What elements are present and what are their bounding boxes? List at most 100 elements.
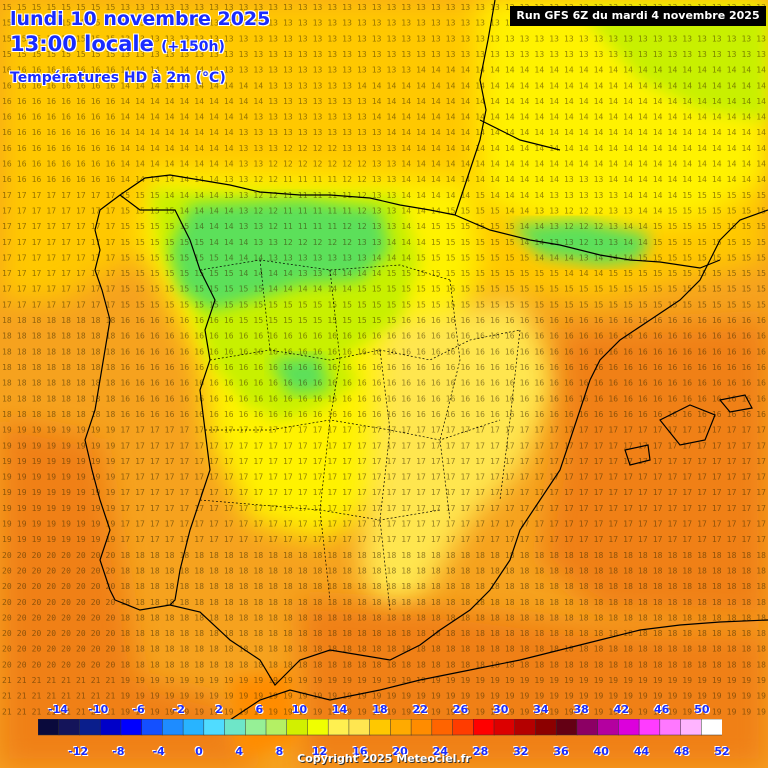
- legend-label-bottom: 20: [392, 745, 408, 758]
- legend-swatch: [514, 719, 537, 736]
- legend-swatch: [535, 719, 557, 736]
- legend-swatch: [141, 719, 164, 736]
- grid-value-row: 18 18 18 18 18 18 18 18 16 16 16 16 16 1…: [2, 316, 766, 325]
- grid-value-row: 18 18 18 18 18 18 18 18 16 16 16 16 16 1…: [2, 410, 766, 419]
- grid-value-row: 16 16 16 16 16 16 16 16 14 14 14 14 14 1…: [2, 66, 766, 75]
- legend-swatch: [307, 719, 329, 736]
- legend-swatch: [286, 719, 309, 736]
- grid-value-row: 18 18 18 18 18 18 18 18 16 16 16 16 16 1…: [2, 332, 766, 341]
- variable-title: Températures HD à 2m (°C): [10, 70, 226, 86]
- grid-value-row: 21 21 21 21 21 21 21 21 19 19 19 19 19 1…: [2, 692, 766, 701]
- legend-bar: [38, 719, 722, 736]
- legend-label-top: -2: [172, 703, 185, 716]
- legend-swatch: [120, 719, 143, 736]
- legend-swatch: [555, 719, 578, 736]
- forecast-time-label: 13:00 locale: [10, 32, 154, 56]
- grid-value-row: 20 20 20 20 20 20 20 20 18 18 18 18 18 1…: [2, 567, 766, 576]
- legend-swatch: [473, 719, 495, 736]
- legend-swatch: [162, 719, 184, 736]
- legend-label-top: 30: [493, 703, 509, 716]
- legend-label-top: 46: [653, 703, 670, 716]
- grid-value-row: 18 18 18 18 18 18 18 18 16 16 16 16 16 1…: [2, 347, 766, 356]
- run-info-badge: Run GFS 6Z du mardi 4 novembre 2025: [510, 6, 766, 26]
- grid-value-row: 16 16 16 16 16 16 16 16 14 14 14 14 14 1…: [2, 81, 766, 90]
- legend-label-bottom: 28: [472, 745, 489, 758]
- grid-value-row: 19 19 19 19 19 19 19 19 17 17 17 17 17 1…: [2, 457, 766, 466]
- grid-value-row: 16 16 16 16 16 16 16 16 14 14 14 14 14 1…: [2, 175, 766, 184]
- grid-value-row: 16 16 16 16 16 16 16 16 14 14 14 14 14 1…: [2, 113, 766, 122]
- grid-value-row: 20 20 20 20 20 20 20 20 18 18 18 18 18 1…: [2, 660, 766, 669]
- grid-value-row: 18 18 18 18 18 18 18 18 16 16 16 16 16 1…: [2, 363, 766, 372]
- legend-swatch: [618, 719, 640, 736]
- legend-swatch: [58, 719, 81, 736]
- grid-value-row: 20 20 20 20 20 20 20 20 18 18 18 18 18 1…: [2, 645, 766, 654]
- legend-swatch: [265, 719, 288, 736]
- legend-label-bottom: 44: [633, 745, 650, 758]
- grid-value-row: 16 16 16 16 16 16 16 16 14 14 14 14 14 1…: [2, 97, 766, 106]
- grid-value-row: 17 17 17 17 17 17 17 17 15 15 15 14 14 1…: [2, 191, 766, 200]
- legend-label-top: 2: [215, 703, 223, 716]
- legend-label-bottom: -4: [152, 745, 165, 758]
- legend-label-bottom: 32: [513, 745, 529, 758]
- forecast-date: lundi 10 novembre 2025: [10, 8, 271, 30]
- grid-value-row: 19 19 19 19 19 19 19 19 17 17 17 17 17 1…: [2, 473, 766, 482]
- legend-swatch: [348, 719, 371, 736]
- legend-swatch: [576, 719, 599, 736]
- legend-swatch: [452, 719, 475, 736]
- grid-value-row: 17 17 17 17 17 17 17 17 15 15 15 15 15 1…: [2, 269, 766, 278]
- grid-value-row: 15 15 15 15 15 15 15 15 13 13 13 13 13 1…: [2, 34, 766, 43]
- color-legend: [38, 719, 722, 741]
- grid-value-row: 20 20 20 20 20 20 20 20 18 18 18 18 18 1…: [2, 582, 766, 591]
- grid-value-row: 19 19 19 19 19 19 19 19 17 17 17 17 17 1…: [2, 441, 766, 450]
- legend-swatch: [638, 719, 661, 736]
- grid-value-row: 16 16 16 16 16 16 16 16 14 14 14 14 14 1…: [2, 128, 766, 137]
- legend-swatch: [79, 719, 101, 736]
- legend-swatch: [680, 719, 703, 736]
- legend-swatch: [597, 719, 620, 736]
- legend-swatch: [224, 719, 247, 736]
- coastlines: [84, 0, 768, 721]
- legend-swatch: [493, 719, 516, 736]
- grid-value-row: 17 17 17 17 17 17 17 17 15 15 15 15 15 1…: [2, 253, 766, 262]
- forecast-time: 13:00 locale (+150h): [10, 32, 225, 56]
- legend-swatch: [327, 719, 350, 736]
- legend-swatch: [38, 719, 60, 736]
- admin-boundaries: [199, 259, 521, 611]
- legend-label-bottom: 12: [311, 745, 328, 758]
- legend-label-top: 26: [452, 703, 469, 716]
- grid-value-row: 19 19 19 19 19 19 19 19 17 17 17 17 17 1…: [2, 488, 766, 497]
- legend-swatch: [410, 719, 433, 736]
- grid-value-row: 16 16 16 16 16 16 16 16 14 14 14 14 14 1…: [2, 144, 766, 153]
- legend-label-bottom: 0: [195, 745, 203, 758]
- legend-label-top: 18: [372, 703, 388, 716]
- grid-value-row: 19 19 19 19 19 19 19 19 17 17 17 17 17 1…: [2, 426, 766, 435]
- legend-swatch: [182, 719, 205, 736]
- legend-swatch: [701, 719, 722, 736]
- grid-value-row: 16 16 16 16 16 16 16 16 14 14 14 14 14 1…: [2, 160, 766, 169]
- legend-label-bottom: -12: [68, 745, 89, 758]
- grid-value-row: 20 20 20 20 20 20 20 20 18 18 18 18 18 1…: [2, 613, 766, 622]
- grid-value-row: 21 21 21 21 21 21 21 21 19 19 19 19 19 1…: [2, 676, 766, 685]
- temperature-values-grid: 15 15 15 15 15 15 15 15 13 13 13 13 13 1…: [2, 3, 766, 716]
- grid-value-row: 17 17 17 17 17 17 17 17 15 15 15 15 14 1…: [2, 207, 766, 216]
- grid-value-row: 17 17 17 17 17 17 17 17 15 15 15 15 15 1…: [2, 238, 766, 247]
- legend-swatch: [369, 719, 392, 736]
- legend-label-bottom: 36: [553, 745, 569, 758]
- grid-value-row: 19 19 19 19 19 19 19 19 17 17 17 17 17 1…: [2, 535, 766, 544]
- copyright-footer: Copyright 2025 Meteociel.fr: [297, 752, 471, 765]
- grid-value-row: 17 17 17 17 17 17 17 17 15 15 15 15 15 1…: [2, 222, 766, 231]
- grid-value-row: 20 20 20 20 20 20 20 20 18 18 18 18 18 1…: [2, 629, 766, 638]
- legend-label-bottom: 24: [432, 745, 448, 758]
- legend-label-bottom: 40: [593, 745, 609, 758]
- legend-swatch: [245, 719, 267, 736]
- legend-label-bottom: 4: [235, 745, 243, 758]
- legend-label-top: 14: [332, 703, 348, 716]
- grid-value-row: 21 21 21 21 21 21 21 21 19 19 19 19 19 1…: [2, 707, 766, 716]
- grid-value-row: 15 15 15 15 15 15 15 15 13 13 13 13 13 1…: [2, 50, 766, 59]
- grid-value-row: 15 15 15 15 15 15 15 15 13 13 13 13 13 1…: [2, 19, 766, 28]
- grid-value-row: 20 20 20 20 20 20 20 20 18 18 18 18 18 1…: [2, 551, 766, 560]
- legend-label-bottom: 48: [674, 745, 690, 758]
- grid-value-row: 18 18 18 18 18 18 18 18 16 16 16 16 16 1…: [2, 394, 766, 403]
